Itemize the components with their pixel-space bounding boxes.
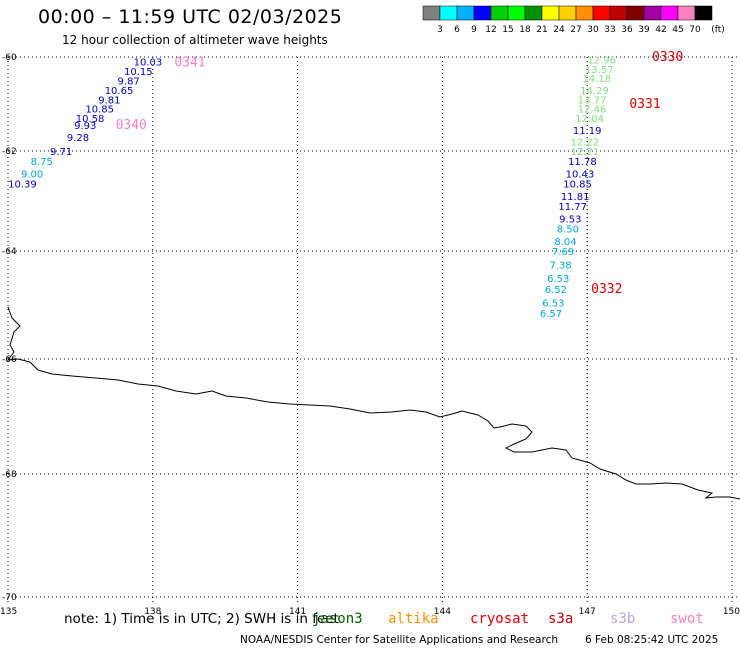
- pass-time-label: 0332: [591, 282, 622, 297]
- satellite-s3b: s3b: [610, 611, 636, 627]
- swh-value-label: 9.71: [50, 147, 72, 158]
- color-tick-label: 39: [638, 25, 650, 35]
- color-swatch: [694, 5, 713, 21]
- swh-value-label: 11.81: [561, 192, 590, 203]
- swh-value-label: 7.38: [550, 261, 572, 272]
- color-tick-label: 9: [471, 25, 477, 35]
- color-unit-label: (ft): [711, 25, 725, 35]
- color-tick-label: 15: [502, 25, 513, 35]
- pass-time-label: 0341: [174, 56, 205, 71]
- longitude-label: 150: [723, 607, 740, 617]
- swh-value-label: 9.81: [98, 95, 120, 106]
- pass-time-label: 0340: [116, 118, 147, 133]
- pass-time-label: 0330: [652, 50, 683, 65]
- swh-value-label: 10.85: [563, 180, 592, 191]
- swh-value-label: 11.77: [558, 202, 587, 213]
- swh-value-label: 10.85: [85, 105, 114, 116]
- latitude-label: -66: [2, 355, 17, 365]
- swh-value-label: 9.93: [74, 121, 96, 132]
- swh-value-label: 13.57: [585, 65, 614, 76]
- pass-time-label: 0331: [629, 97, 660, 112]
- color-tick-label: 45: [672, 25, 683, 35]
- color-tick-label: 18: [519, 25, 531, 35]
- swh-value-label: 14.29: [580, 86, 609, 97]
- swh-value-label: 12.46: [578, 105, 607, 116]
- swh-value-label: 12.22: [570, 138, 599, 149]
- swh-value-label: 11.78: [568, 157, 597, 168]
- credit-line: NOAA/NESDIS Center for Satellite Applica…: [240, 634, 558, 646]
- grid-lines: [7, 56, 740, 603]
- swh-value-label: 9.00: [21, 170, 43, 181]
- swh-value-label: 12.96: [587, 55, 616, 66]
- longitude-label: 141: [289, 607, 306, 617]
- satellite-altika: altika: [388, 611, 439, 627]
- color-tick-label: 70: [689, 25, 701, 35]
- swh-value-label: 6.52: [545, 285, 567, 296]
- latitude-label: -70: [2, 593, 17, 603]
- map-title: 00:00 – 11:59 UTC 02/03/2025: [38, 6, 343, 28]
- latitude-label: -68: [2, 470, 17, 480]
- longitude-label: 135: [0, 607, 17, 617]
- color-tick-label: 3: [437, 25, 443, 35]
- color-tick-label: 27: [570, 25, 581, 35]
- color-tick-label: 24: [553, 25, 565, 35]
- swh-value-label: 9.28: [67, 133, 89, 144]
- swh-value-label: 9.53: [559, 215, 581, 226]
- swh-value-label: 8.04: [554, 237, 576, 248]
- latitude-label: -62: [2, 147, 17, 157]
- swh-value-label: 13.77: [578, 95, 607, 106]
- swh-value-label: 6.53: [547, 274, 569, 285]
- satellite-cryosat: cryosat: [470, 611, 530, 627]
- swh-value-label: 8.50: [557, 225, 579, 236]
- color-tick-label: 42: [655, 25, 666, 35]
- swh-value-label: 6.53: [542, 298, 564, 309]
- coastline: [6, 306, 740, 500]
- satellite-jason3: jason3: [312, 611, 363, 627]
- color-tick-label: 12: [485, 25, 496, 35]
- swh-value-label: 10.39: [8, 180, 37, 191]
- map-subtitle: 12 hour collection of altimeter wave hei…: [62, 33, 328, 47]
- swh-value-label: 10.43: [566, 170, 595, 181]
- swh-value-label: 9.87: [118, 77, 140, 88]
- swh-value-label: 10.65: [105, 86, 134, 97]
- swh-value-label: 8.75: [31, 157, 53, 168]
- swh-value-label: 14.18: [583, 74, 612, 85]
- satellite-s3a: s3a: [548, 611, 574, 627]
- color-tick-label: 6: [454, 25, 460, 35]
- latitude-label: -60: [2, 53, 17, 63]
- longitude-label: 138: [144, 607, 161, 617]
- swh-value-label: 10.03: [134, 58, 163, 69]
- longitude-label: 147: [579, 607, 596, 617]
- swh-value-label: 12.21: [570, 147, 599, 158]
- swh-value-label: 10.15: [124, 67, 153, 78]
- color-tick-label: 30: [587, 25, 599, 35]
- longitude-label: 144: [434, 607, 451, 617]
- color-tick-label: 21: [536, 25, 547, 35]
- swh-value-label: 10.58: [76, 114, 105, 125]
- color-tick-label: 33: [604, 25, 615, 35]
- footer-note: note: 1) Time is in UTC; 2) SWH is in fe…: [64, 611, 339, 627]
- swh-value-label: 6.57: [540, 309, 562, 320]
- swh-value-label: 7.69: [552, 247, 574, 258]
- wave-height-tracks: 10.0310.159.8710.659.8110.8510.5803419.9…: [8, 50, 683, 320]
- render-timestamp: 6 Feb 08:25:42 UTC 2025: [585, 634, 719, 646]
- color-scale-legend: 3 6 9 12 15 18 21 24 27 30 33 36 39 42 45 70 (ft): [422, 5, 725, 35]
- swh-value-label: 12.04: [575, 114, 604, 125]
- color-tick-label: 36: [621, 25, 633, 35]
- axis-labels: -60 -62 -64 -66 -68 -70 135 138 141 144 147 150: [0, 53, 740, 617]
- swh-value-label: 11.19: [573, 126, 602, 137]
- latitude-label: -64: [2, 247, 17, 257]
- satellite-swot: swot: [670, 611, 704, 627]
